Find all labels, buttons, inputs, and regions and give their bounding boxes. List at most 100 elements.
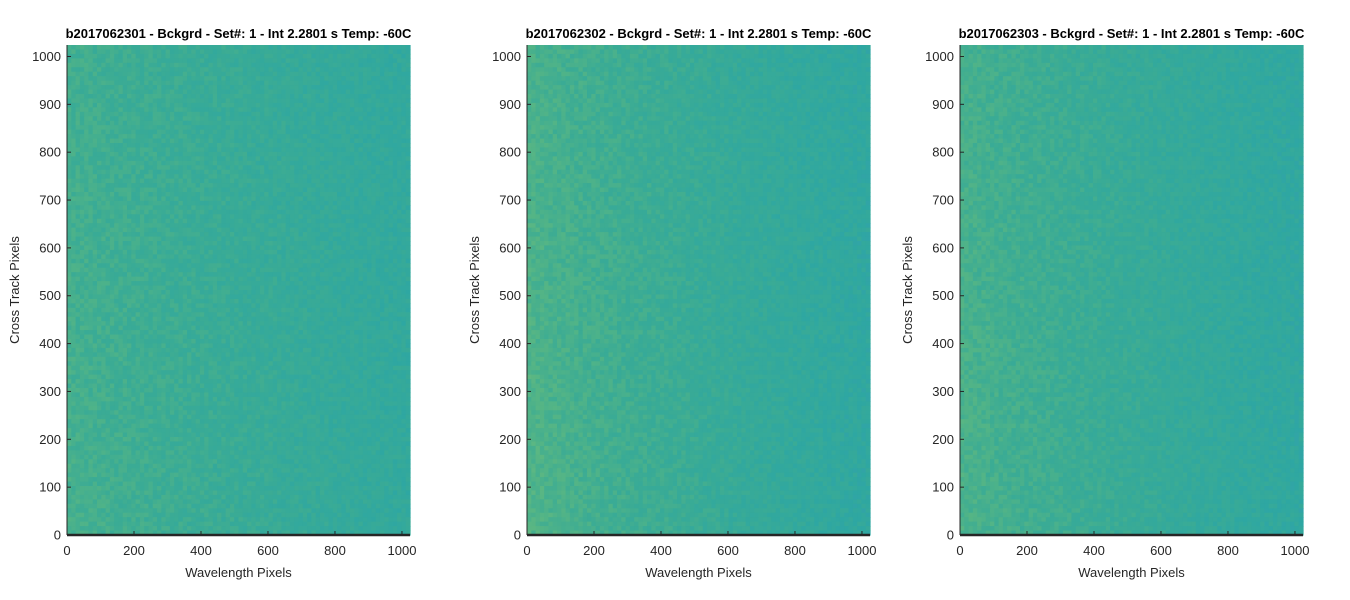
heatmap-cell	[302, 290, 308, 296]
heatmap-cell	[281, 178, 287, 184]
heatmap-cell	[165, 258, 171, 264]
heatmap-cell	[302, 192, 308, 198]
heatmap-cell	[157, 258, 162, 264]
heatmap-cell	[349, 196, 355, 202]
heatmap-cell	[397, 205, 403, 211]
heatmap-cell	[208, 227, 214, 233]
heatmap-cell	[375, 94, 381, 100]
heatmap-cell	[367, 125, 373, 131]
heatmap-cell	[354, 174, 360, 180]
heatmap-cell	[144, 138, 150, 144]
heatmap-cell	[302, 89, 308, 95]
heatmap-cell	[148, 62, 154, 68]
heatmap-cell	[208, 111, 214, 117]
heatmap-cell	[178, 147, 184, 153]
heatmap-cell	[97, 232, 102, 238]
heatmap-cell	[97, 147, 102, 153]
heatmap-cell	[289, 187, 295, 193]
heatmap-cell	[199, 85, 205, 91]
heatmap-cell	[337, 263, 342, 269]
heatmap-cell	[349, 94, 355, 100]
heatmap-cell	[229, 80, 235, 86]
heatmap-cell	[187, 174, 192, 180]
heatmap-cell	[204, 111, 210, 117]
heatmap-cell	[204, 281, 210, 287]
heatmap-cell	[229, 174, 235, 180]
heatmap-cell	[277, 236, 282, 242]
heatmap-cell	[362, 156, 368, 162]
heatmap-cell	[384, 307, 390, 313]
heatmap-cell	[191, 98, 197, 104]
heatmap-cell	[289, 200, 295, 206]
heatmap-cell	[337, 254, 342, 260]
heatmap-cell	[169, 45, 175, 51]
heatmap-cell	[229, 192, 235, 198]
heatmap-cell	[195, 151, 201, 157]
heatmap-cell	[187, 294, 192, 300]
heatmap-cell	[255, 98, 261, 104]
heatmap-cell	[161, 187, 167, 193]
heatmap-cell	[247, 272, 252, 278]
heatmap-cell	[148, 85, 154, 91]
heatmap-cell	[109, 85, 115, 91]
heatmap-cell	[307, 174, 312, 180]
heatmap-cell	[75, 321, 81, 327]
heatmap-cell	[122, 129, 128, 135]
heatmap-cell	[71, 236, 77, 242]
heatmap-cell	[191, 49, 197, 55]
heatmap-cell	[358, 187, 364, 193]
heatmap-cell	[221, 272, 227, 278]
heatmap-cell	[277, 307, 282, 313]
heatmap-cell	[75, 125, 81, 131]
heatmap-cell	[247, 192, 252, 198]
heatmap-cell	[178, 303, 184, 309]
heatmap-cell	[302, 223, 308, 229]
heatmap-cell	[234, 307, 240, 313]
heatmap-cell	[251, 263, 257, 269]
heatmap-cell	[238, 143, 244, 149]
heatmap-cell	[139, 223, 145, 229]
heatmap-cell	[238, 187, 244, 193]
heatmap-cell	[199, 120, 205, 126]
heatmap-cell	[71, 67, 77, 73]
heatmap-cell	[401, 98, 407, 104]
heatmap-cell	[277, 49, 282, 55]
heatmap-cell	[272, 254, 278, 260]
heatmap-cell	[328, 303, 334, 309]
heatmap-cell	[114, 254, 120, 260]
heatmap-cell	[67, 67, 72, 73]
heatmap-cell	[324, 76, 330, 82]
heatmap-cell	[212, 62, 218, 68]
heatmap-cell	[349, 263, 355, 269]
heatmap-cell	[212, 236, 218, 242]
heatmap-cell	[191, 214, 197, 220]
heatmap-cell	[337, 45, 342, 51]
heatmap-cell	[152, 245, 158, 251]
heatmap-cell	[397, 143, 403, 149]
heatmap-cell	[157, 307, 162, 313]
heatmap-cell	[392, 258, 398, 264]
heatmap-cell	[324, 178, 330, 184]
heatmap-cell	[281, 134, 287, 140]
heatmap-cell	[362, 71, 368, 77]
heatmap-cell	[251, 196, 257, 202]
heatmap-cell	[315, 223, 321, 229]
heatmap-cell	[165, 129, 171, 135]
heatmap-cell	[178, 245, 184, 251]
heatmap-cell	[161, 76, 167, 82]
heatmap-cell	[247, 98, 252, 104]
heatmap-cell	[397, 138, 403, 144]
heatmap-cell	[88, 249, 94, 255]
heatmap-cell	[341, 205, 347, 211]
heatmap-cell	[328, 165, 334, 171]
heatmap-cell	[401, 134, 407, 140]
heatmap-cell	[242, 71, 248, 77]
heatmap-cell	[195, 160, 201, 166]
heatmap-cell	[135, 120, 141, 126]
heatmap-cell	[109, 116, 115, 122]
heatmap-cell	[114, 62, 120, 68]
heatmap-cell	[259, 209, 265, 215]
heatmap-cell	[332, 151, 338, 157]
heatmap-cell	[225, 49, 231, 55]
heatmap-cell	[307, 143, 312, 149]
